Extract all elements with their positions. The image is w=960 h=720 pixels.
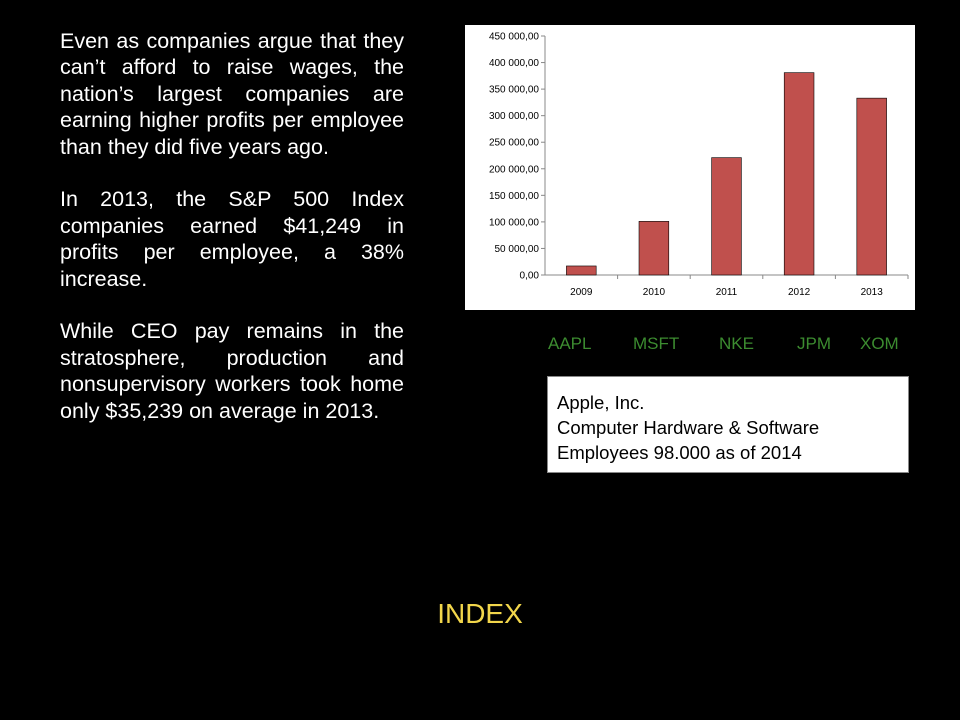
paragraph-1: Even as companies argue that they can’t … (60, 29, 404, 159)
x-tick-label: 2009 (570, 287, 593, 298)
company-sector: Computer Hardware & Software (557, 417, 820, 438)
ticker-msft[interactable]: MSFT (633, 334, 680, 353)
y-tick-label: 100 000,00 (489, 217, 539, 228)
bar-2011 (711, 157, 742, 276)
y-tick-label: 50 000,00 (495, 244, 540, 255)
paragraph-2: In 2013, the S&P 500 Index companies ear… (60, 187, 404, 291)
company-employees: Employees 98.000 as of 2014 (557, 442, 802, 463)
ticker-aapl[interactable]: AAPL (548, 334, 592, 353)
y-tick-label: 250 000,00 (489, 138, 539, 149)
y-tick-label: 300 000,00 (489, 111, 539, 122)
x-tick-label: 2013 (861, 287, 884, 298)
ticker-xom[interactable]: XOM (860, 334, 899, 353)
bar-chart-svg: 0,00 50 000,00 100 000,00 150 000,00 200 000… (489, 32, 909, 298)
profit-per-employee-chart: 0,00 50 000,00 100 000,00 150 000,00 200 000… (465, 25, 915, 310)
bar-2012 (783, 72, 815, 276)
y-tick-label: 400 000,00 (489, 58, 539, 69)
y-tick-label: 200 000,00 (489, 164, 539, 175)
x-tick-label: 2010 (643, 287, 666, 298)
company-info-box: Apple, Inc. Computer Hardware & Software… (547, 376, 909, 473)
x-tick-label: 2012 (788, 287, 811, 298)
y-tick-label: 0,00 (520, 271, 540, 282)
company-name: Apple, Inc. (557, 392, 645, 413)
ticker-nke[interactable]: NKE (719, 334, 754, 353)
y-tick-label: 350 000,00 (489, 85, 539, 96)
y-tick-label: 150 000,00 (489, 191, 539, 202)
paragraph-3: While CEO pay remains in the stratospher… (60, 319, 404, 423)
x-tick-label: 2011 (716, 287, 738, 298)
description-text: Even as companies argue that they can’t … (60, 28, 404, 450)
y-tick-label: 450 000,00 (489, 32, 539, 43)
bar-2013 (856, 97, 887, 276)
bar-2010 (638, 221, 670, 276)
ticker-jpm[interactable]: JPM (797, 334, 831, 353)
index-link[interactable]: INDEX (437, 598, 523, 629)
bar-2009 (566, 265, 597, 276)
